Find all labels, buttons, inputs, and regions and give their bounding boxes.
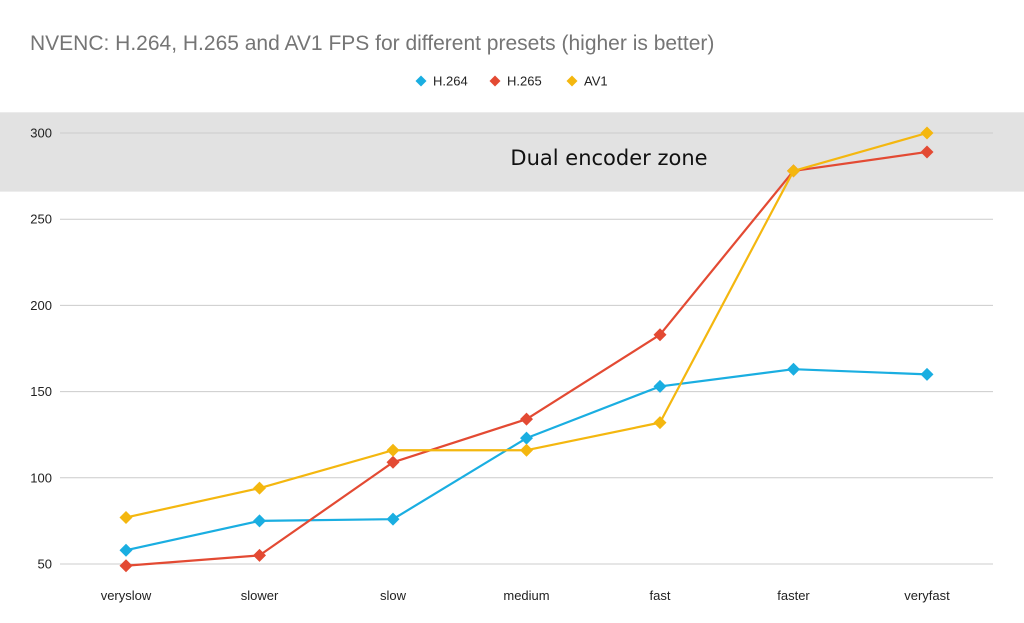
data-point-h264	[787, 362, 800, 376]
legend-label: H.265	[507, 74, 542, 89]
grid-lines	[60, 132, 993, 565]
y-tick-label: 150	[30, 384, 52, 399]
legend-item-h264: H.264	[415, 74, 468, 89]
legend-marker	[415, 75, 427, 87]
data-point-h265	[653, 328, 667, 342]
y-tick-label: 100	[30, 470, 52, 485]
data-point-av1	[253, 481, 266, 495]
x-tick-label: slow	[380, 588, 407, 603]
data-point-av1	[119, 510, 133, 524]
legend: H.264 H.265 AV1	[415, 74, 608, 89]
legend-label: H.264	[433, 74, 468, 89]
data-point-h264	[520, 431, 533, 445]
y-tick-label: 250	[30, 212, 52, 227]
x-tick-label: slower	[241, 588, 279, 603]
data-point-h264	[386, 512, 400, 526]
data-point-h264	[653, 379, 667, 393]
data-point-h264	[119, 543, 133, 557]
x-tick-label: medium	[503, 588, 549, 603]
series-h265	[119, 145, 934, 573]
x-axis-ticks: veryslow slower slow medium fast faster veryfa…	[101, 588, 950, 603]
data-point-av1	[787, 164, 800, 178]
dual-encoder-zone-label: Dual encoder zone	[510, 146, 707, 170]
legend-item-h265: H.265	[489, 74, 542, 89]
y-axis-ticks: 50 100 150 200 250 300	[30, 126, 52, 572]
data-point-h265	[520, 412, 533, 426]
legend-marker	[489, 75, 501, 87]
data-point-h265	[253, 548, 266, 562]
series-line-h264	[125, 368, 928, 552]
data-point-h264	[253, 514, 266, 528]
series-h264	[119, 362, 934, 557]
series-av1	[119, 126, 934, 524]
legend-marker	[566, 75, 578, 87]
data-point-av1	[920, 126, 934, 140]
data-point-h264	[920, 367, 934, 381]
legend-label: AV1	[584, 74, 608, 89]
legend-item-av1: AV1	[566, 74, 608, 89]
data-point-h265	[920, 145, 934, 159]
x-tick-label: fast	[650, 588, 671, 603]
dual-encoder-zone: Dual encoder zone	[0, 112, 1024, 192]
data-point-av1	[520, 443, 533, 457]
y-tick-label: 50	[38, 557, 52, 572]
y-tick-label: 300	[30, 126, 52, 141]
data-point-h265	[386, 455, 400, 469]
x-tick-label: veryfast	[904, 588, 950, 603]
data-point-h265	[119, 559, 133, 573]
chart-title: NVENC: H.264, H.265 and AV1 FPS for diff…	[30, 32, 714, 55]
series-line-h265	[125, 150, 928, 567]
x-tick-label: faster	[777, 588, 810, 603]
y-tick-label: 200	[30, 298, 52, 313]
data-point-av1	[386, 443, 400, 457]
data-point-av1	[653, 416, 667, 430]
dual-encoder-zone-band	[0, 112, 1024, 192]
x-tick-label: veryslow	[101, 588, 152, 603]
series-plot	[119, 126, 934, 573]
